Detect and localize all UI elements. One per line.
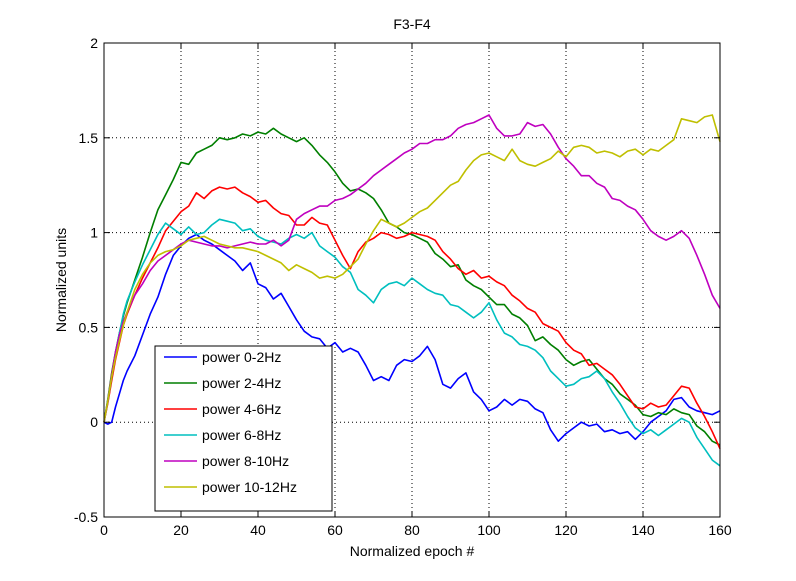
series-line-4 [103,218,721,467]
x-axis-label: Normalized epoch # [350,543,475,559]
chart-title: F3-F4 [393,16,431,32]
x-tick-label: 140 [631,522,655,538]
series-line-2 [103,127,721,446]
series-line-3 [103,186,721,450]
legend-label: power 0-2Hz [202,349,281,365]
legend-label: power 2-4Hz [202,375,281,391]
ticks [103,42,721,518]
legend-label: power 10-12Hz [202,479,297,495]
tick-labels: 0 20 40 60 80 100 120 140 160-0.500.511.52 [74,35,732,538]
x-tick-label: 40 [250,522,266,538]
x-tick-label: 60 [327,522,343,538]
x-tick-label: 100 [477,522,501,538]
legend: power 0-2Hz power 2-4Hz power 4-6Hz power 6… [154,345,333,512]
x-tick-label: 160 [708,522,732,538]
series-line-1 [103,233,721,443]
x-tick-label: 0 [100,522,108,538]
y-tick-label: 0.5 [79,319,99,335]
x-tick-label: 80 [404,522,420,538]
legend-label: power 8-10Hz [202,453,289,469]
y-tick-label: 2 [90,35,98,51]
y-axis-label: Normalized units [53,228,69,332]
series-line-6 [103,114,721,423]
x-tick-label: 20 [173,522,189,538]
y-tick-label: 1.5 [79,130,99,146]
legend-box [154,345,333,512]
series-lines [103,114,721,467]
y-tick-label: 0 [90,414,98,430]
legend-label: power 4-6Hz [202,401,281,417]
y-tick-label: -0.5 [74,509,98,525]
x-tick-label: 120 [554,522,578,538]
legend-label: power 6-8Hz [202,427,281,443]
y-tick-label: 1 [90,225,98,241]
